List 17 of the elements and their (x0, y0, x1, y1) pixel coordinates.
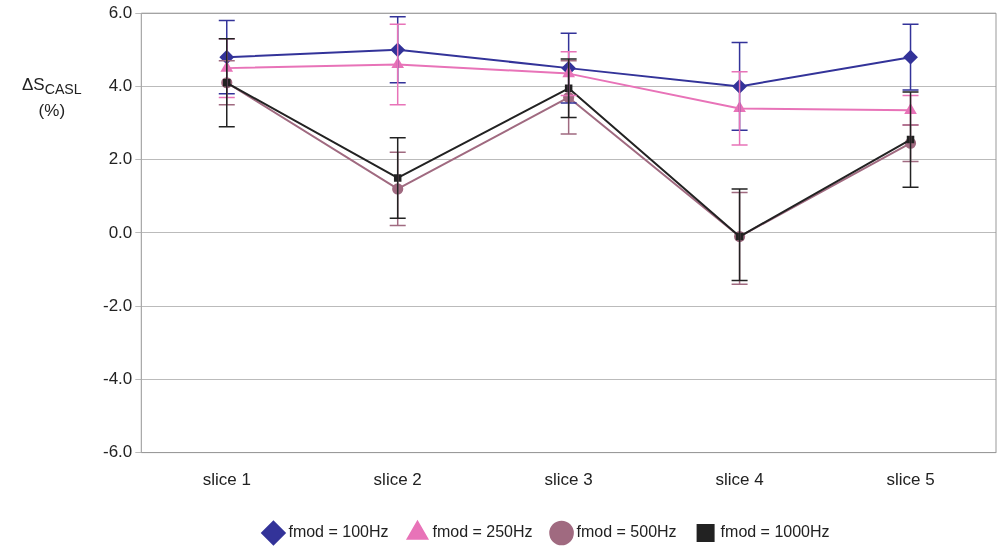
y-tick-label: -2.0 (103, 295, 133, 315)
y-tick-label: -6.0 (103, 442, 133, 462)
legend-label: fmod = 1000Hz (720, 523, 830, 541)
legend-label: fmod = 500Hz (576, 523, 677, 541)
x-tick-label: slice 3 (544, 470, 593, 490)
x-tick-label: slice 1 (202, 470, 251, 490)
y-tick-label: 2.0 (108, 149, 133, 169)
legend-label: fmod = 250Hz (432, 523, 533, 541)
x-tick-label: slice 5 (886, 470, 935, 490)
y-tick-label: 4.0 (108, 76, 133, 96)
y-tick-label: -4.0 (103, 369, 133, 389)
legend-label: fmod = 100Hz (288, 523, 389, 541)
x-tick-label: slice 2 (373, 470, 422, 490)
y-tick-label: 6.0 (108, 2, 133, 22)
y-tick-label: 0.0 (108, 222, 133, 242)
y-axis-title: ΔS$_{CASL}$ (%) (22, 74, 82, 123)
x-tick-label: slice 4 (715, 470, 764, 490)
